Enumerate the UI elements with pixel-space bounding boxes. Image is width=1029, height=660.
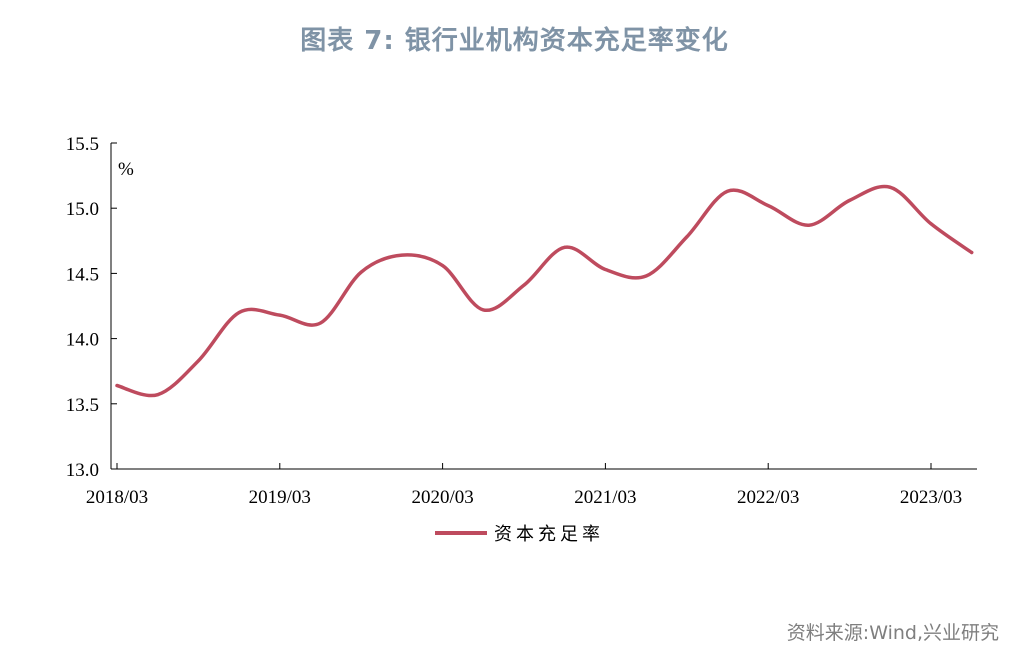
y-tick-label: 15.0 [66, 199, 99, 220]
line-chart: 13.013.514.014.515.015.5 2018/03 2019/03 2… [66, 134, 977, 545]
data-point [278, 313, 282, 317]
data-point [563, 245, 567, 249]
data-point [196, 359, 200, 363]
legend: 资本充足率 [435, 524, 604, 545]
data-point [726, 189, 729, 193]
data-point [319, 321, 322, 325]
source-note: 资料来源:Wind,兴业研究 [786, 622, 999, 644]
data-point [400, 253, 404, 257]
data-point [644, 274, 648, 278]
data-point [237, 311, 241, 314]
data-point [481, 308, 485, 312]
x-tick-label: 2023/03 [900, 487, 962, 508]
data-point [603, 268, 607, 271]
x-tick-label: 2021/03 [574, 487, 636, 508]
x-tick-label: 2020/03 [411, 487, 473, 508]
data-point [156, 393, 160, 397]
y-axis-ticks: 13.0 13.5 14.0 14.5 15.0 15.5 [66, 134, 117, 481]
data-point [929, 222, 933, 226]
series-group [115, 184, 974, 398]
x-tick-label: 2018/03 [86, 487, 148, 508]
y-tick-label: 13.5 [66, 395, 99, 416]
chart-title: 图表 7: 银行业机构资本充足率变化 [300, 26, 729, 56]
data-point [848, 198, 852, 202]
data-point [766, 204, 770, 208]
y-tick-label: 14.5 [66, 264, 99, 285]
y-tick-label: 15.5 [66, 134, 99, 155]
y-tick-label: 13.0 [66, 460, 99, 481]
series-line-0 [115, 184, 974, 398]
y-tick-label: 14.0 [66, 330, 99, 351]
data-point [115, 384, 119, 387]
x-tick-label: 2019/03 [249, 487, 311, 508]
x-tick-label: 2022/03 [737, 487, 799, 508]
legend-label: 资本充足率 [494, 524, 604, 545]
y-axis-unit-label: % [118, 159, 134, 180]
data-point [522, 283, 526, 287]
data-point [359, 270, 363, 274]
data-point [970, 251, 974, 254]
data-point [441, 264, 445, 268]
data-point [807, 223, 811, 227]
x-axis-ticks: 2018/03 2019/03 2020/03 2021/03 2022/03 2023/… [86, 463, 962, 508]
data-point [685, 235, 689, 239]
data-point [888, 185, 892, 189]
axes [110, 143, 977, 470]
